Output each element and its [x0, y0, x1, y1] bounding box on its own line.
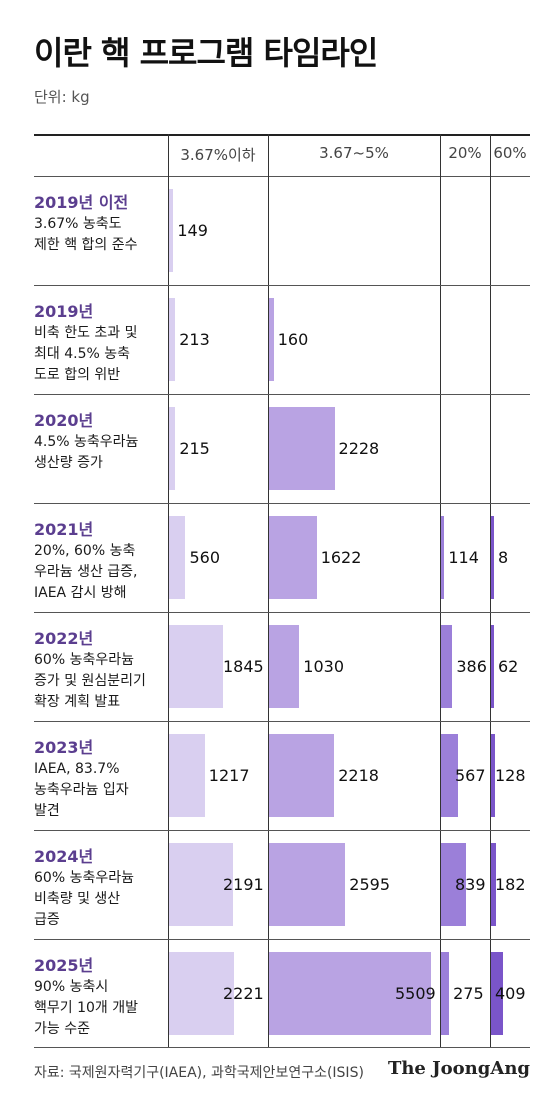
bar-2 [269, 734, 335, 817]
bar-value-label: 839 [455, 874, 486, 894]
bar-value-label: 2191 [223, 874, 264, 894]
column-divider-4 [490, 134, 491, 1048]
bar-value-label: 1030 [303, 656, 344, 676]
row-description: 20%, 60% 농축 우라늄 생산 급증, IAEA 감시 방해 [34, 543, 138, 601]
bar-1 [169, 298, 176, 381]
bar-value-label: 275 [453, 983, 484, 1003]
bar-2 [269, 625, 300, 708]
row-divider [34, 503, 530, 504]
row-label: 2024년 60% 농축우라늄 비축량 및 생산 급증 [34, 846, 170, 931]
bar-2 [269, 407, 335, 490]
column-header: 3.67~5% [319, 144, 389, 162]
column-divider-3 [440, 134, 441, 1048]
bar-value-label: 2595 [349, 874, 391, 894]
bar-value-label: 1845 [223, 656, 264, 676]
bar-value-label: 114 [448, 547, 479, 567]
page-title: 이란 핵 프로그램 타임라인 [34, 34, 378, 72]
bar-value-label: 62 [498, 656, 519, 676]
row-divider [34, 939, 530, 940]
bar-value-label: 5509 [395, 983, 436, 1003]
bar-1 [169, 625, 224, 708]
row-divider [34, 612, 530, 613]
row-year: 2021년 [34, 520, 94, 539]
row-divider [34, 830, 530, 831]
row-description: 60% 농축우라늄 증가 및 원심분리기 확장 계획 발표 [34, 652, 146, 710]
row-label: 2020년 4.5% 농축우라늄 생산량 증가 [34, 410, 170, 474]
bar-1 [169, 189, 174, 272]
bar-value-label: 2228 [338, 438, 380, 458]
row-description: 4.5% 농축우라늄 생산량 증가 [34, 434, 139, 471]
row-year: 2020년 [34, 411, 94, 430]
column-header: 60% [493, 144, 527, 162]
bar-3 [441, 516, 445, 599]
bar-4 [491, 625, 494, 708]
row-year: 2024년 [34, 847, 94, 866]
row-description: IAEA, 83.7% 농축우라늄 입자 발견 [34, 761, 129, 819]
bar-value-label: 567 [455, 765, 486, 785]
row-year: 2023년 [34, 738, 94, 757]
row-description: 90% 농축시 핵무기 10개 개발 가능 수준 [34, 979, 138, 1037]
bar-value-label: 182 [495, 874, 526, 894]
bar-value-label: 149 [177, 220, 208, 240]
row-divider [34, 721, 530, 722]
bar-value-label: 128 [495, 765, 526, 785]
row-description: 60% 농축우라늄 비축량 및 생산 급증 [34, 870, 134, 928]
bar-2 [269, 952, 431, 1035]
timeline-table: 3.67%이하 3.67~5% 20% 60% 2019년 이전 3.67% 농축도 제한… [34, 134, 530, 1048]
bar-value-label: 1622 [320, 547, 362, 567]
row-description: 3.67% 농축도 제한 핵 합의 준수 [34, 216, 138, 253]
column-header: 20% [448, 144, 482, 162]
row-year: 2019년 이전 [34, 193, 129, 212]
bar-value-label: 213 [179, 329, 210, 349]
bar-value-label: 2221 [223, 983, 264, 1003]
header-rule [34, 176, 530, 177]
row-divider [34, 394, 530, 395]
row-year: 2022년 [34, 629, 94, 648]
bar-3 [441, 625, 453, 708]
bar-3 [441, 843, 466, 926]
bar-4 [491, 843, 497, 926]
bar-4 [491, 952, 504, 1035]
brand-logo: The JoongAng [387, 1058, 530, 1079]
bar-value-label: 2218 [338, 765, 379, 785]
row-label: 2021년 20%, 60% 농축 우라늄 생산 급증, IAEA 감시 방해 [34, 519, 170, 604]
bar-value-label: 160 [277, 329, 309, 349]
row-divider [34, 285, 530, 286]
bar-4 [491, 734, 495, 817]
row-year: 2019년 [34, 302, 94, 321]
bar-2 [269, 516, 317, 599]
column-header: 3.67%이하 [180, 146, 256, 164]
bar-2 [269, 843, 346, 926]
bar-value-label: 215 [179, 438, 210, 458]
bar-value-label: 8 [498, 547, 509, 567]
unit-label: 단위: kg [34, 88, 90, 106]
bar-4 [491, 516, 494, 599]
row-year: 2025년 [34, 956, 94, 975]
row-label: 2025년 90% 농축시 핵무기 10개 개발 가능 수준 [34, 955, 170, 1040]
bar-3 [441, 734, 458, 817]
row-label: 2019년 이전 3.67% 농축도 제한 핵 합의 준수 [34, 192, 170, 256]
bar-1 [169, 407, 176, 490]
column-divider-2 [268, 134, 269, 1048]
bar-value-label: 409 [495, 983, 526, 1003]
row-description: 비축 한도 초과 및 최대 4.5% 농축 도로 합의 위반 [34, 325, 138, 383]
bar-value-label: 1217 [208, 765, 250, 785]
bar-1 [169, 516, 186, 599]
table-top-rule [34, 134, 530, 136]
bar-3 [441, 952, 450, 1035]
column-divider-1 [168, 134, 169, 1048]
bar-1 [169, 734, 205, 817]
bar-value-label: 386 [456, 656, 487, 676]
row-label: 2023년 IAEA, 83.7% 농축우라늄 입자 발견 [34, 737, 170, 822]
source-note: 자료: 국제원자력기구(IAEA), 과학국제안보연구소(ISIS) [34, 1065, 364, 1081]
bar-1 [169, 952, 235, 1035]
row-label: 2022년 60% 농축우라늄 증가 및 원심분리기 확장 계획 발표 [34, 628, 170, 713]
bar-1 [169, 843, 234, 926]
table-bottom-rule [34, 1047, 530, 1048]
bar-value-label: 560 [189, 547, 220, 567]
bar-2 [269, 298, 274, 381]
